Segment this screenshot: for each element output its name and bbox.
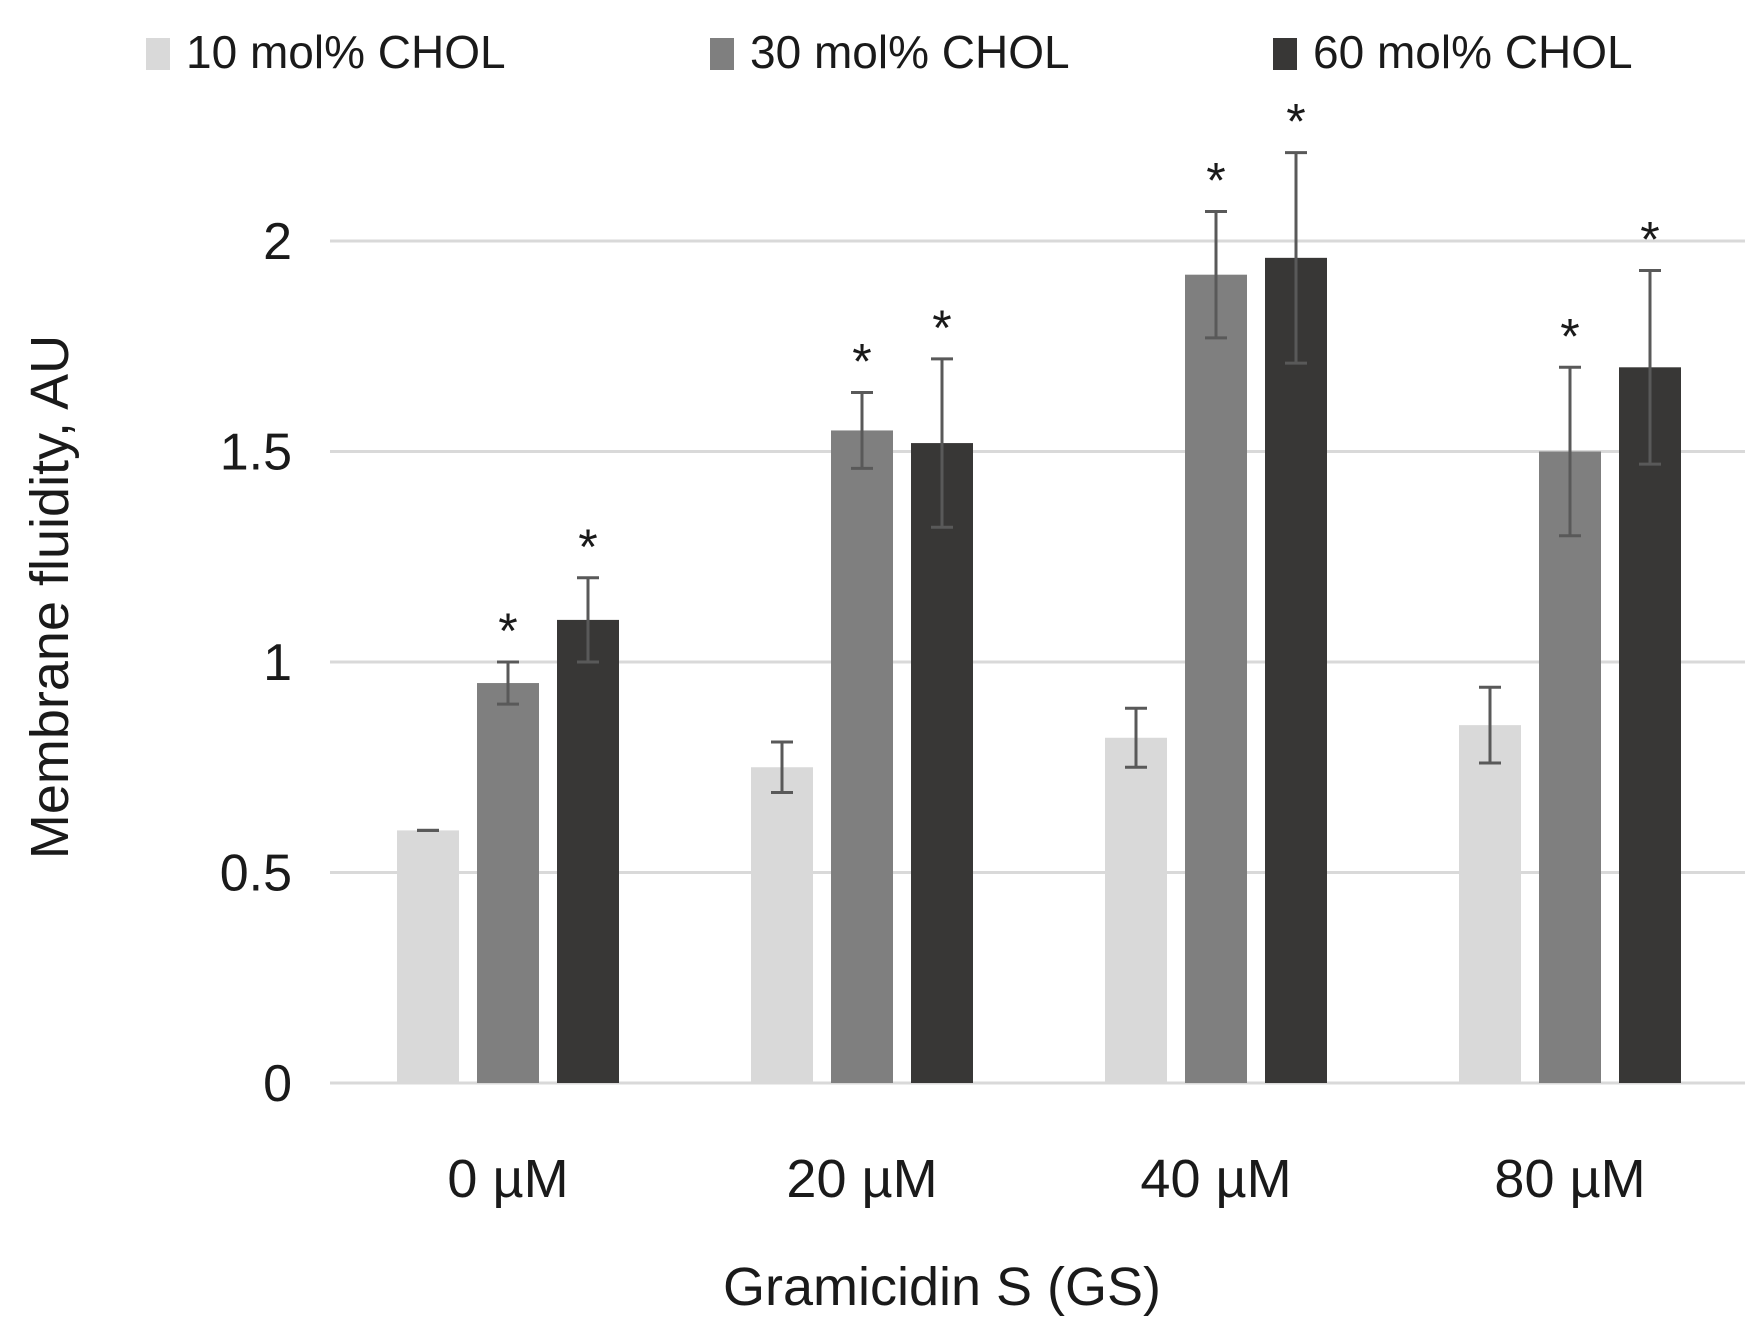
legend-item: 10 mol% CHOL bbox=[146, 26, 506, 78]
significance-marker: * bbox=[498, 603, 517, 659]
error-bars bbox=[417, 151, 1661, 832]
bar-1-4 bbox=[1459, 725, 1521, 1083]
error-bar bbox=[931, 357, 953, 529]
y-tick-label: 0.5 bbox=[220, 845, 292, 903]
legend-swatch bbox=[1273, 38, 1297, 70]
legend-label: 10 mol% CHOL bbox=[186, 26, 506, 78]
y-axis-label: Membrane fluidity, AU bbox=[20, 335, 80, 859]
significance-markers: * * * * * * * * bbox=[498, 94, 1659, 659]
error-bar bbox=[1479, 685, 1501, 765]
significance-marker: * bbox=[932, 300, 951, 356]
significance-marker: * bbox=[1206, 153, 1225, 209]
error-bar bbox=[1285, 151, 1307, 365]
bar-2-4 bbox=[1539, 451, 1601, 1083]
bar-3-2 bbox=[911, 443, 973, 1084]
bar-2-2 bbox=[831, 430, 893, 1083]
y-tick-label: 1.5 bbox=[220, 424, 292, 482]
significance-marker: * bbox=[578, 519, 597, 575]
x-axis-label: Gramicidin S (GS) bbox=[723, 1257, 1161, 1317]
legend-swatch bbox=[146, 38, 170, 70]
error-bar bbox=[1559, 365, 1581, 538]
error-bar bbox=[1639, 268, 1661, 466]
bar-1-1 bbox=[397, 830, 459, 1083]
error-bar bbox=[1205, 210, 1227, 340]
bar-3-1 bbox=[557, 619, 619, 1083]
significance-marker: * bbox=[1286, 94, 1305, 150]
legend-swatch bbox=[710, 38, 734, 70]
y-tick-label: 0 bbox=[263, 1055, 292, 1113]
x-tick-label: 80 µM bbox=[1494, 1149, 1645, 1209]
significance-marker: * bbox=[1640, 211, 1659, 267]
error-bar bbox=[497, 660, 519, 706]
bar-1-3 bbox=[1105, 737, 1167, 1083]
significance-marker: * bbox=[1560, 308, 1579, 364]
bar-2-1 bbox=[477, 683, 539, 1083]
error-bar bbox=[851, 391, 873, 470]
legend-label: 30 mol% CHOL bbox=[750, 26, 1070, 78]
legend: 10 mol% CHOL 30 mol% CHOL 60 mol% CHOL bbox=[146, 26, 1633, 78]
x-axis-ticks: 0 µM 20 µM 40 µM 80 µM bbox=[447, 1149, 1645, 1209]
bars bbox=[397, 257, 1681, 1084]
bar-1-2 bbox=[751, 767, 813, 1083]
bar-2-3 bbox=[1185, 274, 1247, 1083]
bar-3-4 bbox=[1619, 367, 1681, 1083]
gridlines bbox=[330, 239, 1745, 1085]
y-tick-label: 1 bbox=[263, 634, 292, 692]
error-bar bbox=[771, 740, 793, 795]
error-bar bbox=[1125, 706, 1147, 769]
significance-marker: * bbox=[852, 334, 871, 390]
y-tick-label: 2 bbox=[263, 213, 292, 271]
x-tick-label: 40 µM bbox=[1140, 1149, 1291, 1209]
legend-item: 30 mol% CHOL bbox=[710, 26, 1070, 78]
legend-item: 60 mol% CHOL bbox=[1273, 26, 1633, 78]
x-tick-label: 20 µM bbox=[786, 1149, 937, 1209]
error-bar bbox=[577, 576, 599, 664]
bar-3-3 bbox=[1265, 257, 1327, 1084]
x-tick-label: 0 µM bbox=[447, 1149, 568, 1209]
legend-label: 60 mol% CHOL bbox=[1313, 26, 1633, 78]
y-axis-ticks: 0 0.5 1 1.5 2 bbox=[220, 213, 292, 1113]
